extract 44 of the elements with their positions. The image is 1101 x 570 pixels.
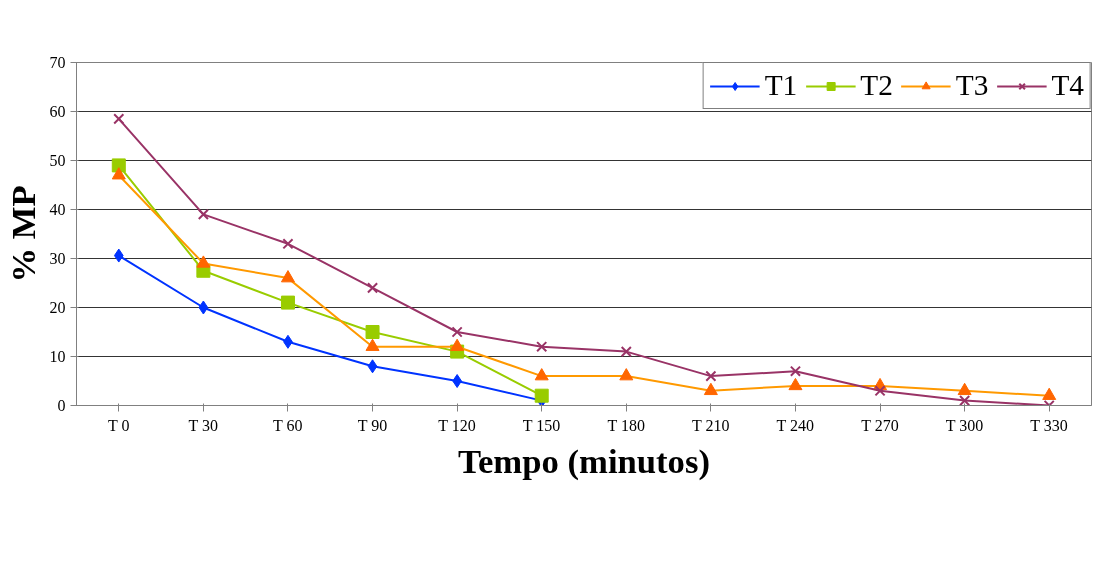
x-tick-label: T 0 [107,416,130,434]
x-tick-label: T 60 [273,416,303,434]
point [113,113,125,125]
x-axis-title: Tempo (minutos) [458,441,710,481]
point [197,208,209,220]
x-tick-label: T 150 [522,416,561,434]
point [452,374,462,388]
point [789,365,802,377]
y-tick-label: 50 [49,152,66,169]
point [451,326,463,338]
x-tick-label: T 210 [691,416,730,434]
legend-label: T1 [764,69,798,102]
legend-label: T4 [1051,69,1084,102]
legend-label: T3 [955,69,989,102]
point [534,388,549,403]
point [365,325,380,339]
x-tick-label: T 240 [776,416,815,434]
legend-label: T2 [860,69,893,102]
y-tick-label: 0 [57,397,66,414]
point [620,346,632,358]
y-tick-label: 20 [49,299,66,316]
y-tick-label: 60 [49,103,66,120]
point [705,370,717,382]
x-tick-label: T 330 [1030,416,1068,434]
point [367,359,378,374]
point [959,395,971,406]
x-tick-label: T 180 [607,416,645,434]
y-tick-label: 10 [49,348,66,365]
point [366,282,379,294]
point [113,248,124,263]
point [874,385,886,397]
point [198,300,209,315]
point [536,341,548,353]
y-tick-label: 30 [49,250,66,267]
x-tick-label: T 30 [188,416,218,434]
point [282,238,294,250]
x-tick-label: T 300 [945,416,984,434]
y-tick-label: 70 [49,54,66,71]
y-tick-label: 40 [49,201,66,218]
point [280,295,295,310]
x-tick-label: T 270 [861,416,899,434]
x-tick-label: T 120 [438,416,476,434]
x-tick-label: T 90 [357,416,388,434]
y-axis-title: % MP [3,185,42,283]
